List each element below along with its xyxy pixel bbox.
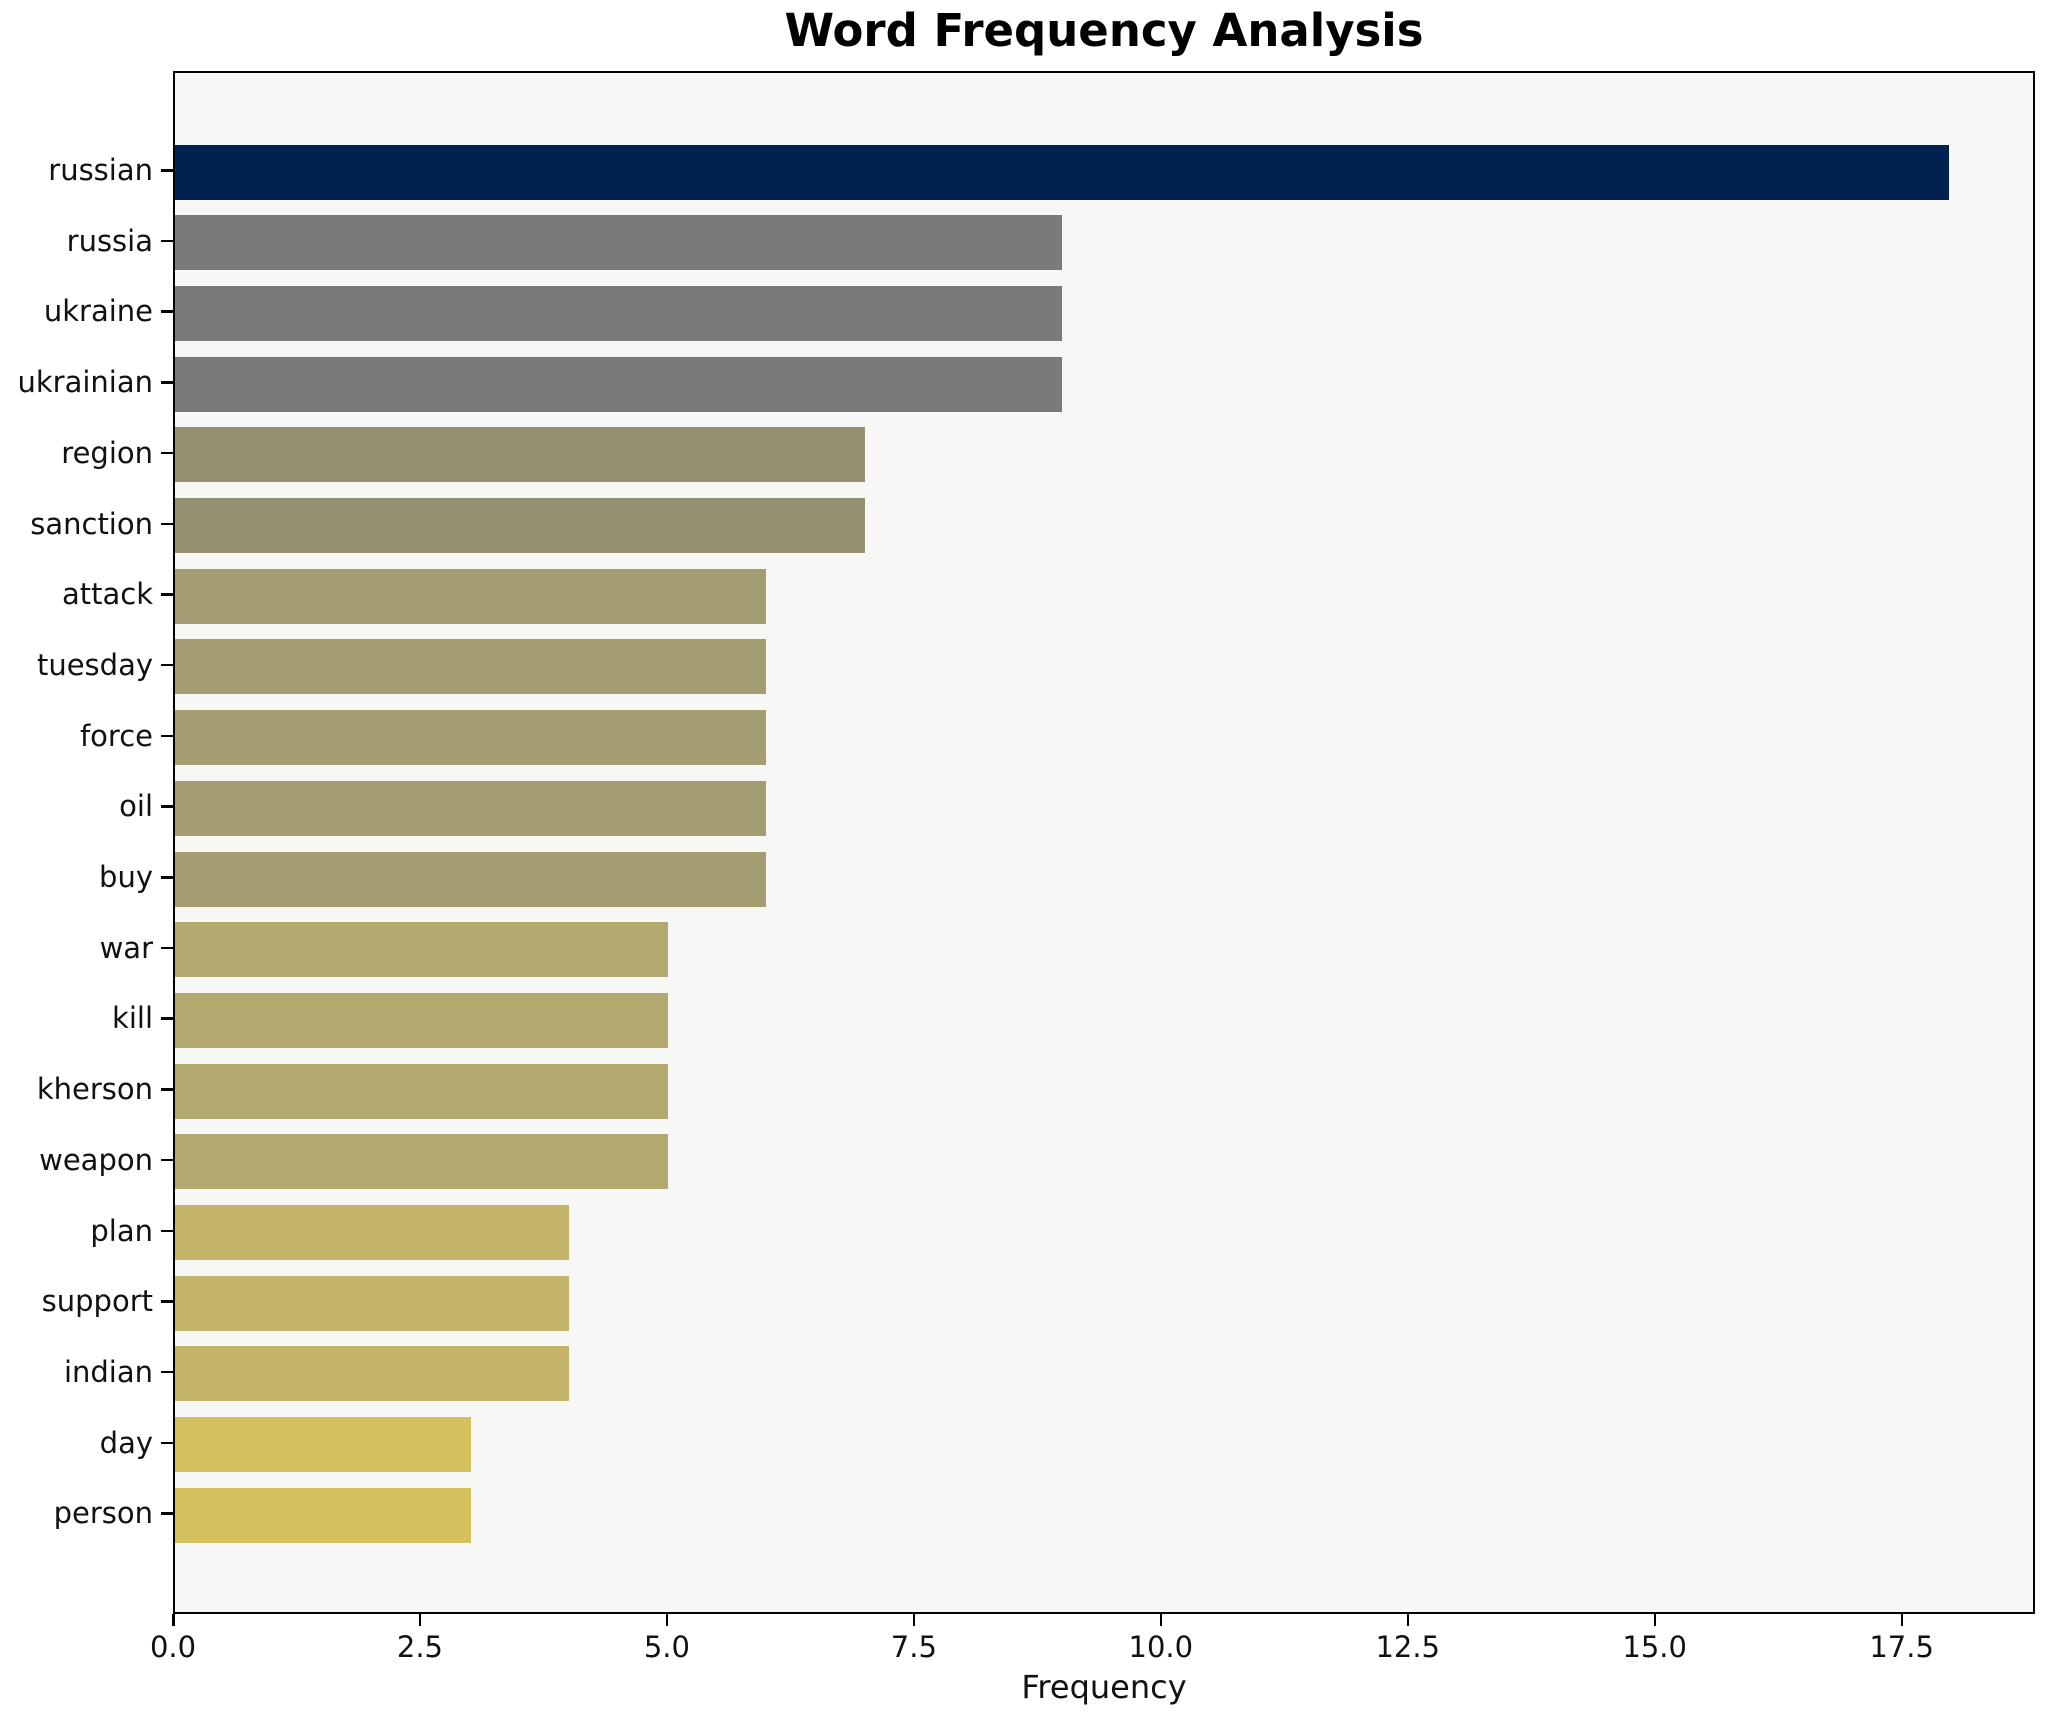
- y-tick-label: russia: [66, 223, 153, 258]
- bar-support: [175, 1275, 570, 1331]
- x-tick-label: 17.5: [1869, 1630, 1934, 1664]
- bar-sanction: [175, 498, 865, 553]
- y-tick-label: support: [41, 1284, 153, 1319]
- x-tick-mark: [172, 1614, 175, 1626]
- bar-plan: [175, 1205, 570, 1260]
- y-tick-label: tuesday: [36, 647, 153, 682]
- y-tick-label: day: [99, 1425, 153, 1460]
- y-tick-mark: [161, 1300, 173, 1303]
- y-tick-mark: [161, 1017, 173, 1020]
- y-tick-label: weapon: [39, 1142, 153, 1177]
- y-tick-mark: [161, 1370, 173, 1374]
- x-tick-mark: [418, 1614, 422, 1626]
- y-tick-label: war: [99, 930, 153, 965]
- y-tick-label: force: [79, 718, 153, 753]
- plot-area: [173, 71, 2035, 1614]
- y-tick-label: kherson: [36, 1072, 153, 1107]
- y-tick-label: indian: [63, 1354, 153, 1389]
- y-tick-mark: [161, 876, 173, 879]
- x-tick-label: 12.5: [1375, 1630, 1441, 1664]
- y-tick-mark: [161, 946, 173, 950]
- bar-region: [175, 427, 865, 483]
- bar-indian: [175, 1346, 570, 1402]
- bar-russian: [175, 144, 1950, 200]
- y-tick-mark: [161, 1441, 173, 1445]
- bar-day: [175, 1417, 471, 1473]
- x-tick-label: 15.0: [1622, 1630, 1687, 1664]
- y-tick-label: attack: [61, 577, 153, 612]
- y-tick-mark: [161, 451, 173, 455]
- bar-russia: [175, 215, 1063, 271]
- y-tick-label: oil: [119, 789, 153, 824]
- y-tick-label: plan: [90, 1213, 153, 1248]
- y-tick-label: kill: [112, 1001, 153, 1036]
- y-tick-label: ukrainian: [17, 365, 153, 400]
- y-tick-mark: [161, 381, 173, 384]
- x-tick-mark: [912, 1614, 916, 1626]
- y-tick-mark: [161, 1088, 173, 1091]
- bar-buy: [175, 851, 767, 907]
- y-tick-mark: [161, 593, 173, 596]
- y-tick-mark: [161, 310, 173, 313]
- y-tick-label: russian: [48, 153, 153, 187]
- chart-title: Word Frequency Analysis: [784, 4, 1424, 57]
- x-axis-label: Frequency: [1021, 1668, 1187, 1706]
- x-tick-mark: [1653, 1614, 1657, 1626]
- y-tick-label: buy: [99, 860, 153, 894]
- bar-ukraine: [175, 285, 1063, 341]
- y-tick-label: region: [61, 435, 153, 470]
- x-tick-mark: [1406, 1614, 1410, 1626]
- x-tick-label: 2.5: [396, 1630, 443, 1664]
- y-tick-mark: [161, 239, 173, 243]
- bar-person: [175, 1487, 471, 1543]
- bar-weapon: [175, 1134, 668, 1190]
- y-tick-mark: [161, 1229, 173, 1232]
- x-tick-mark: [665, 1614, 669, 1626]
- bar-kherson: [175, 1063, 668, 1119]
- bar-kill: [175, 992, 668, 1048]
- y-tick-mark: [161, 805, 173, 808]
- y-tick-mark: [161, 522, 173, 525]
- y-tick-mark: [161, 169, 173, 172]
- x-tick-mark: [1900, 1614, 1904, 1626]
- bar-force: [175, 710, 767, 766]
- x-tick-label: 5.0: [643, 1630, 690, 1664]
- y-tick-mark: [161, 734, 173, 738]
- y-tick-label: person: [53, 1496, 153, 1531]
- y-tick-mark: [161, 663, 173, 667]
- y-tick-label: sanction: [30, 506, 153, 541]
- x-tick-label: 10.0: [1128, 1630, 1194, 1664]
- bar-oil: [175, 780, 767, 836]
- bar-war: [175, 922, 668, 978]
- y-tick-label: ukraine: [43, 294, 153, 329]
- x-tick-mark: [1159, 1614, 1163, 1626]
- bar-ukrainian: [175, 356, 1063, 412]
- bar-tuesday: [175, 639, 767, 695]
- bar-attack: [175, 568, 767, 624]
- x-tick-label: 7.5: [890, 1630, 937, 1664]
- y-tick-mark: [161, 1158, 173, 1162]
- y-tick-mark: [161, 1512, 173, 1515]
- x-tick-label: 0.0: [149, 1630, 197, 1664]
